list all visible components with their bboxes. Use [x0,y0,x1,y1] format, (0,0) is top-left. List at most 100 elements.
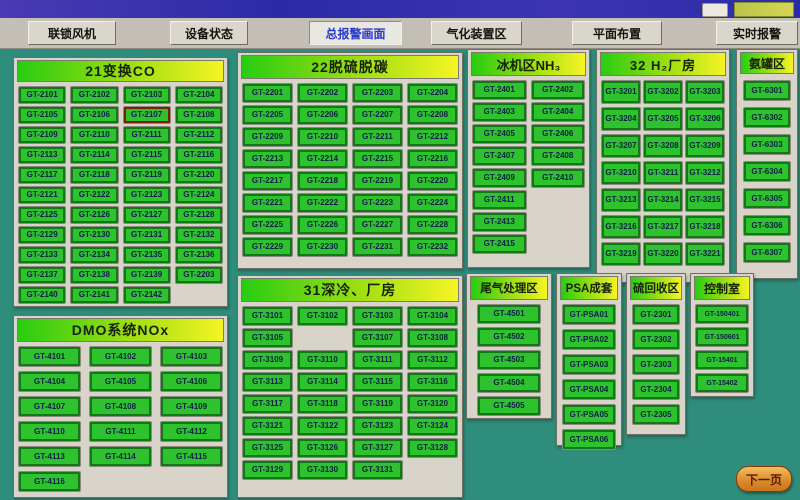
nav-button[interactable]: 实时报警 [716,21,798,45]
gas-detector-button[interactable]: GT-2218 [298,172,347,190]
gas-detector-button[interactable]: GT-3119 [353,395,402,413]
gas-detector-button[interactable]: GT-2140 [19,287,66,303]
gas-detector-button[interactable]: GT-3212 [686,162,724,184]
gas-detector-button[interactable]: GT-2401 [473,81,526,99]
gas-detector-button[interactable]: GT-3124 [408,417,457,435]
gas-detector-button[interactable]: GT-2230 [298,238,347,256]
gas-detector-button[interactable]: GT-2223 [353,194,402,212]
gas-detector-button[interactable]: GT-6303 [744,135,790,154]
gas-detector-button[interactable]: GT-4106 [161,372,222,391]
gas-detector-button[interactable]: GT-3128 [408,439,457,457]
gas-detector-button[interactable]: GT-2409 [473,169,526,187]
gas-detector-button[interactable]: GT-2208 [408,106,457,124]
gas-detector-button[interactable]: GT-2215 [353,150,402,168]
gas-detector-button[interactable]: GT-PSA02 [563,330,615,349]
gas-detector-button[interactable]: GT-6301 [744,81,790,100]
gas-detector-button[interactable]: GT-3107 [353,329,402,347]
gas-detector-button[interactable]: GT-2305 [633,405,679,424]
gas-detector-button[interactable]: GT-2104 [175,87,222,103]
gas-detector-button[interactable]: GT-2133 [19,247,66,263]
gas-detector-button[interactable]: GT-2227 [353,216,402,234]
gas-detector-button[interactable]: GT-2112 [175,127,222,143]
gas-detector-button[interactable]: GT-4504 [478,374,540,392]
gas-detector-button[interactable]: GT-2209 [243,128,292,146]
gas-detector-button[interactable]: GT-4104 [19,372,80,391]
gas-detector-button[interactable]: GT-3127 [353,439,402,457]
gas-detector-button[interactable]: GT-6302 [744,108,790,127]
gas-detector-button[interactable]: GT-2405 [473,125,526,143]
gas-detector-button[interactable]: GT-3211 [644,162,682,184]
gas-detector-button[interactable]: GT-150401 [696,305,748,323]
gas-detector-button[interactable]: GT-2210 [298,128,347,146]
gas-detector-button[interactable]: GT-2226 [298,216,347,234]
gas-detector-button[interactable]: GT-3206 [686,108,724,130]
gas-detector-button[interactable]: GT-2105 [19,107,66,123]
gas-detector-button[interactable]: GT-2407 [473,147,526,165]
gas-detector-button[interactable]: GT-3205 [644,108,682,130]
gas-detector-button[interactable]: GT-2203 [353,84,402,102]
gas-detector-button[interactable]: GT-2106 [71,107,118,123]
gas-detector-button[interactable]: GT-2212 [408,128,457,146]
gas-detector-button[interactable]: GT-3109 [243,351,292,369]
gas-detector-button[interactable]: GT-2402 [531,81,584,99]
gas-detector-button[interactable]: GT-3110 [298,351,347,369]
gas-detector-button[interactable]: GT-3116 [408,373,457,391]
gas-detector-button[interactable]: GT-150601 [696,328,748,346]
next-page-button[interactable]: 下一页 [736,466,792,492]
gas-detector-button[interactable]: GT-2225 [243,216,292,234]
gas-detector-button[interactable]: GT-2127 [123,207,170,223]
gas-detector-button[interactable]: GT-4109 [161,397,222,416]
gas-detector-button[interactable]: GT-3123 [353,417,402,435]
gas-detector-button[interactable]: GT-3122 [298,417,347,435]
gas-detector-button[interactable]: GT-2228 [408,216,457,234]
gas-detector-button[interactable]: GT-3121 [243,417,292,435]
nav-button[interactable]: 设备状态 [170,21,248,45]
gas-detector-button[interactable]: GT-2411 [473,191,526,209]
gas-detector-button[interactable]: GT-2110 [71,127,118,143]
gas-detector-button[interactable]: GT-3213 [602,189,640,211]
gas-detector-button[interactable]: GT-2213 [243,150,292,168]
gas-detector-button[interactable]: GT-3113 [243,373,292,391]
gas-detector-button[interactable]: GT-2206 [298,106,347,124]
gas-detector-button[interactable]: GT-2103 [123,87,170,103]
gas-detector-button[interactable]: GT-15401 [696,351,748,369]
gas-detector-button[interactable]: GT-2302 [633,330,679,349]
gas-detector-button[interactable]: GT-2415 [473,235,526,253]
gas-detector-button[interactable]: GT-2204 [408,84,457,102]
nav-button[interactable]: 气化装置区 [431,21,522,45]
gas-detector-button[interactable]: GT-2142 [123,287,170,303]
gas-detector-button[interactable]: GT-3104 [408,307,457,325]
gas-detector-button[interactable]: GT-3102 [298,307,347,325]
gas-detector-button[interactable]: GT-4114 [90,447,151,466]
gas-detector-button[interactable]: GT-2232 [408,238,457,256]
gas-detector-button[interactable]: GT-3209 [686,135,724,157]
gas-detector-button[interactable]: GT-2125 [19,207,66,223]
gas-detector-button[interactable]: GT-3207 [602,135,640,157]
gas-detector-button[interactable]: GT-2406 [531,125,584,143]
gas-detector-button[interactable]: GT-2219 [353,172,402,190]
gas-detector-button[interactable]: GT-15402 [696,374,748,392]
gas-detector-button[interactable]: GT-2128 [175,207,222,223]
gas-detector-button[interactable]: GT-3210 [602,162,640,184]
gas-detector-button[interactable]: GT-4105 [90,372,151,391]
gas-detector-button[interactable]: GT-3220 [644,243,682,265]
gas-detector-button[interactable]: GT-PSA05 [563,405,615,424]
gas-detector-button[interactable]: GT-6305 [744,189,790,208]
gas-detector-button[interactable]: GT-2207 [353,106,402,124]
gas-detector-button[interactable]: GT-3103 [353,307,402,325]
gas-detector-button[interactable]: GT-PSA01 [563,305,615,324]
gas-detector-button[interactable]: GT-3130 [298,461,347,479]
gas-detector-button[interactable]: GT-3126 [298,439,347,457]
gas-detector-button[interactable]: GT-2222 [298,194,347,212]
gas-detector-button[interactable]: GT-2113 [19,147,66,163]
gas-detector-button[interactable]: GT-3120 [408,395,457,413]
gas-detector-button[interactable]: GT-2203 [175,267,222,283]
gas-detector-button[interactable]: GT-4502 [478,328,540,346]
gas-detector-button[interactable]: GT-2116 [175,147,222,163]
gas-detector-button[interactable]: GT-2136 [175,247,222,263]
gas-detector-button[interactable]: GT-3218 [686,216,724,238]
gas-detector-button[interactable]: GT-2130 [71,227,118,243]
gas-detector-button[interactable]: GT-2202 [298,84,347,102]
gas-detector-button[interactable]: GT-3201 [602,81,640,103]
gas-detector-button[interactable]: GT-2413 [473,213,526,231]
